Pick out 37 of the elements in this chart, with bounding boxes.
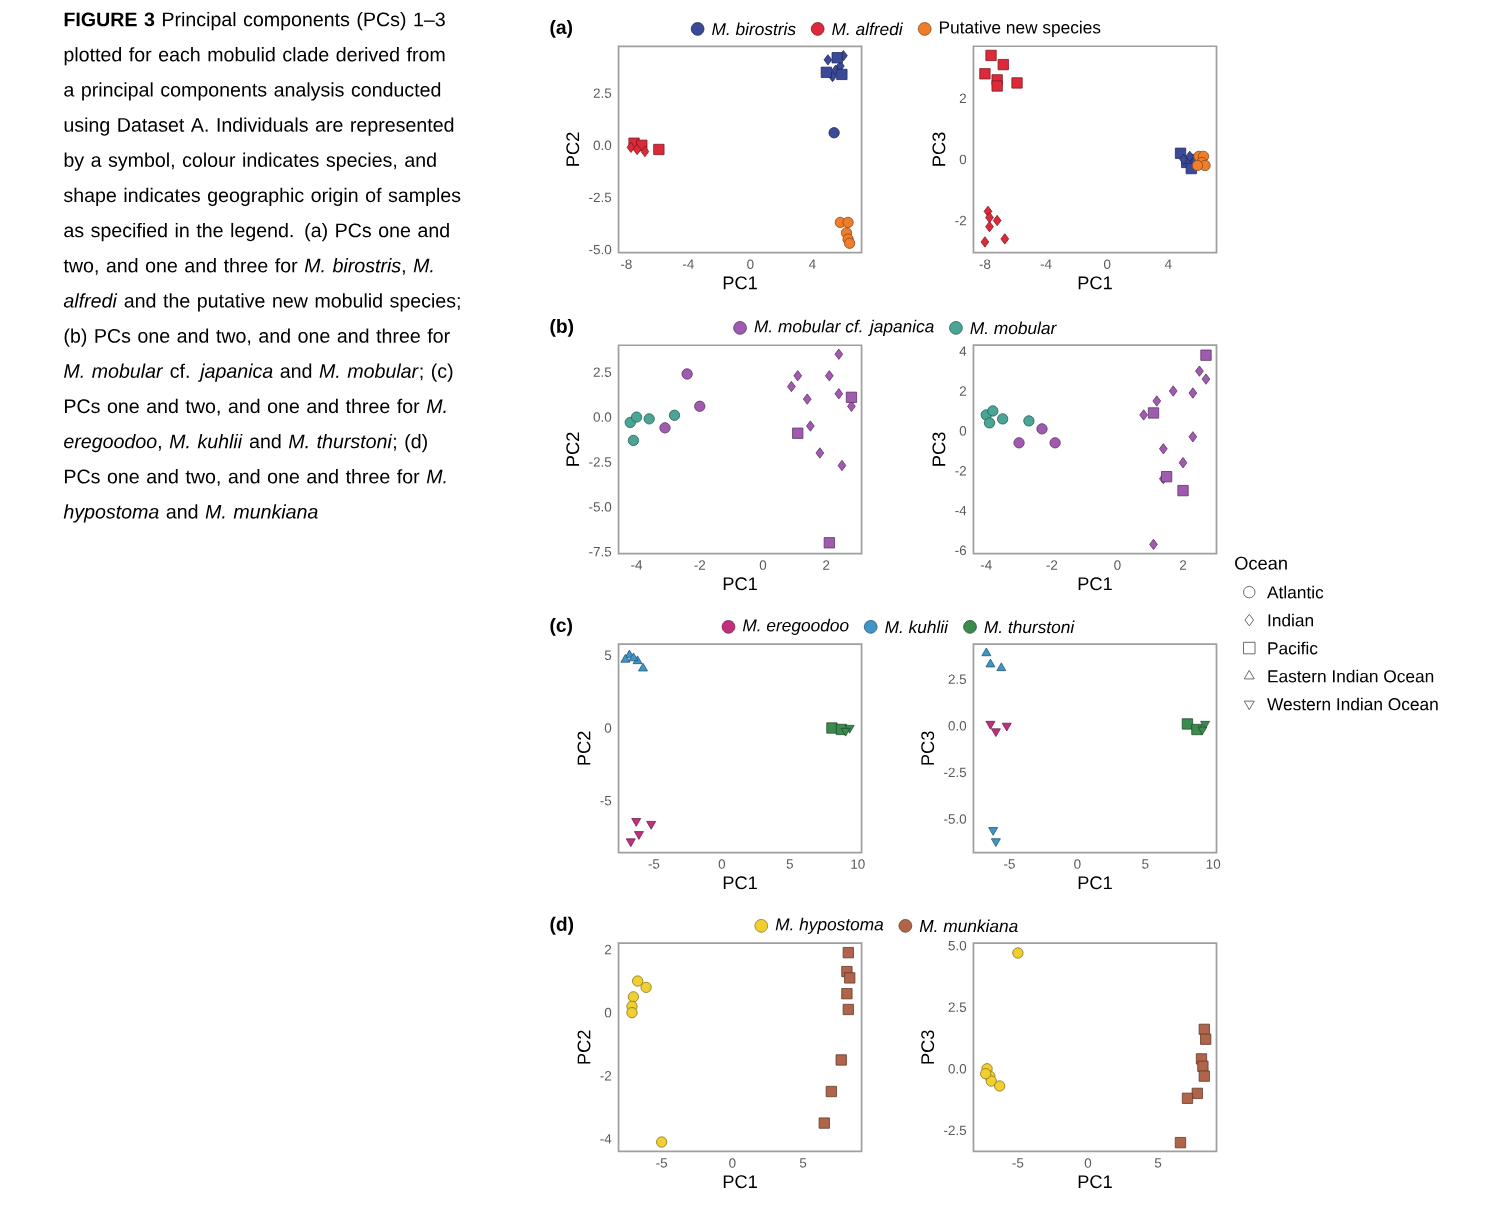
y-axis-title: PC3 (921, 731, 935, 766)
legend-label: M. mobular cf. japanica (754, 320, 934, 337)
y-axis-title: PC3 (932, 432, 946, 467)
x-axis-title: PC1 (723, 1175, 757, 1189)
y-axis-title: PC3 (932, 133, 946, 167)
x-axis-title: PC1 (1078, 1175, 1112, 1189)
y-axis-title: PC2 (566, 433, 580, 467)
chart-title: (a) (550, 20, 573, 39)
legend-label: Atlantic (1267, 586, 1324, 599)
y-axis-title: PC2 (566, 133, 580, 167)
legend-label: M. munkiana (919, 919, 1018, 933)
x-axis-title: PC1 (1078, 276, 1112, 290)
text: FIGURE 3 Principal components (PCs) 1–3 plotted for each mobulid clade derived from a principal components analysis conducted using Dataset A. Individuals are represented by a symbol, colour indicates species, and shape indicates geographic origin of samples as specified in the legend. (a) PCs one and two, and one and three for M. birostris, M. alfredi and the putative new mobulid species; (b) PCs one and two, and one and three for M. mobular cf. japanica and M. mobular; (c) PCs one and two, and one and three for M. eregoodoo, M. kuhlii and M. thurstoni; (d) PCs one and two, and one and three for M. hypostoma and M. munkiana (63, 12, 461, 524)
y-axis-title: PC2 (577, 1030, 591, 1065)
legend-title: Ocean (1235, 557, 1287, 571)
legend-label: Indian (1268, 614, 1313, 627)
x-axis-title: PC1 (1078, 577, 1112, 591)
legend-label: M. thurstoni (984, 620, 1075, 634)
x-axis-title: PC1 (723, 876, 757, 890)
chart-title: (d) (550, 917, 574, 936)
x-axis-title: PC1 (723, 577, 757, 591)
legend-label: M. alfredi (832, 23, 904, 36)
y-axis-title: PC3 (921, 1030, 935, 1065)
legend-label: Eastern Indian Ocean (1268, 670, 1434, 683)
y-axis-title: PC2 (577, 732, 591, 766)
legend-label: M. mobular (970, 322, 1057, 335)
x-axis-title: PC1 (1078, 876, 1112, 890)
legend-label: M. kuhlii (885, 621, 949, 634)
legend-label: M. hypostoma (775, 918, 884, 935)
chart-title: (b) (550, 319, 574, 338)
legend-label: Putative new species (939, 21, 1101, 38)
legend-label: M. eregoodoo (742, 619, 849, 636)
legend-label: Pacific (1268, 642, 1318, 655)
legend-label: Western Indian Ocean (1267, 698, 1438, 711)
legend-label: M. birostris (712, 23, 796, 36)
chart-title: (c) (550, 618, 573, 637)
x-axis-title: PC1 (723, 276, 757, 290)
